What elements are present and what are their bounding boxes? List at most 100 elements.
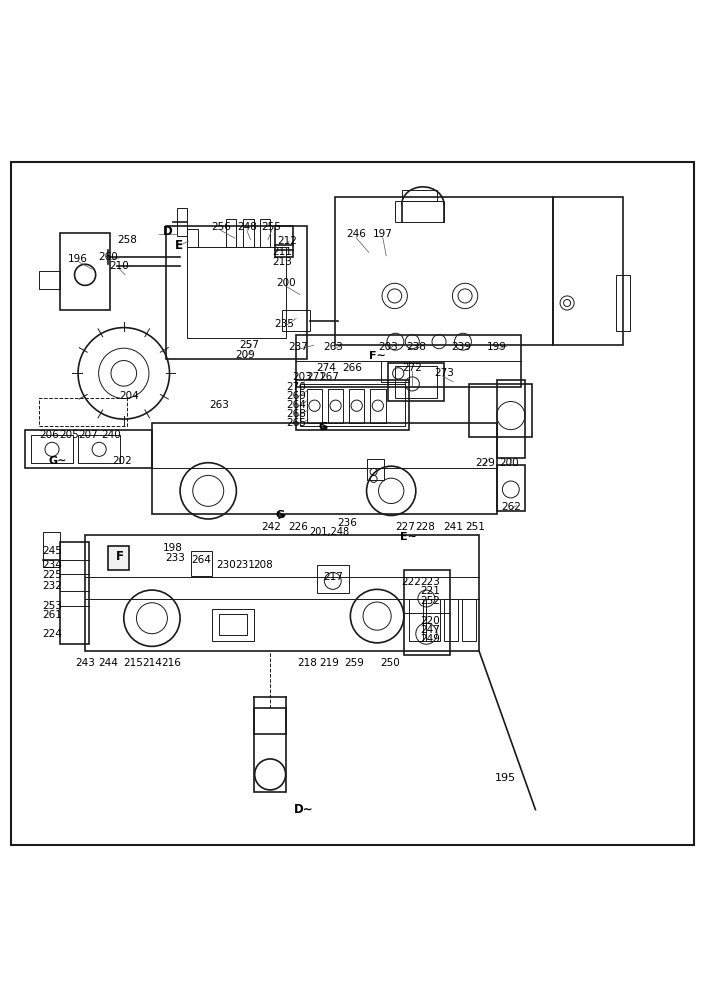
Bar [31, 435, 73, 463]
Text: 272: 272 [402, 363, 422, 373]
Bar [300, 384, 405, 426]
Bar [404, 570, 449, 655]
Text: 223: 223 [421, 577, 441, 587]
Bar [177, 208, 187, 236]
Text: 253: 253 [42, 601, 62, 611]
Text: 207: 207 [79, 430, 98, 440]
Text: 238: 238 [406, 342, 426, 352]
Bar [191, 551, 211, 576]
Text: G: G [318, 422, 328, 432]
Bar [166, 226, 307, 359]
Text: 264: 264 [286, 400, 306, 410]
Text: 248: 248 [237, 222, 257, 232]
Text: 208: 208 [253, 560, 273, 570]
Text: 252: 252 [421, 596, 441, 606]
Text: 227: 227 [395, 522, 415, 532]
Bar [497, 380, 525, 458]
Bar [307, 389, 323, 423]
Bar [409, 599, 423, 641]
Text: 215: 215 [124, 658, 144, 668]
Text: 256: 256 [211, 222, 231, 232]
Bar [497, 465, 525, 511]
Text: 235: 235 [274, 319, 294, 329]
Text: 268: 268 [286, 409, 306, 419]
Bar [244, 219, 254, 247]
Bar [402, 190, 437, 201]
Text: 197: 197 [373, 229, 393, 239]
Bar [187, 229, 198, 247]
Text: 201,248: 201,248 [309, 527, 350, 537]
Text: 196: 196 [68, 254, 88, 264]
Bar [61, 233, 110, 310]
Text: 237: 237 [288, 342, 308, 352]
Bar [461, 599, 476, 641]
Text: 263: 263 [209, 400, 229, 410]
Bar [187, 247, 286, 338]
Text: 269: 269 [286, 391, 306, 401]
Text: 230: 230 [216, 560, 236, 570]
Bar [394, 366, 437, 398]
Text: 219: 219 [319, 658, 339, 668]
Text: F∼: F∼ [369, 351, 385, 361]
Text: 209: 209 [236, 350, 256, 360]
Text: 242: 242 [261, 522, 281, 532]
Text: 233: 233 [165, 553, 185, 563]
Bar [335, 197, 553, 345]
Text: 274: 274 [317, 363, 336, 373]
Text: 231: 231 [235, 560, 255, 570]
Text: 203: 203 [292, 372, 312, 382]
Text: D∼: D∼ [293, 803, 313, 816]
Text: 271: 271 [306, 372, 326, 382]
Text: 213: 213 [272, 257, 292, 267]
Text: 198: 198 [163, 543, 183, 553]
Text: 245: 245 [42, 546, 62, 556]
Text: D: D [162, 225, 172, 238]
Text: 200: 200 [276, 278, 295, 288]
Bar [211, 609, 254, 641]
Text: 244: 244 [98, 658, 118, 668]
Bar [553, 197, 624, 345]
Text: 221: 221 [421, 586, 441, 596]
Text: 255: 255 [261, 222, 281, 232]
Bar [367, 459, 384, 480]
Text: 240: 240 [101, 430, 121, 440]
Bar [152, 423, 497, 514]
Bar [387, 363, 444, 401]
Text: 251: 251 [466, 522, 486, 532]
Text: 211: 211 [272, 247, 292, 257]
Text: G: G [276, 510, 285, 520]
Text: E∼: E∼ [400, 532, 417, 542]
Bar [381, 361, 409, 382]
Text: 250: 250 [380, 658, 399, 668]
Text: 273: 273 [434, 368, 454, 378]
Bar [296, 380, 409, 430]
Bar [226, 219, 236, 247]
Text: 261: 261 [42, 610, 62, 620]
Text: 224: 224 [42, 629, 62, 639]
Bar [426, 599, 441, 641]
Text: 270: 270 [286, 382, 306, 392]
Bar [394, 201, 444, 222]
Text: 246: 246 [346, 229, 366, 239]
Bar [468, 384, 532, 437]
Bar [219, 614, 247, 635]
Text: 217: 217 [323, 572, 343, 582]
Text: 220: 220 [421, 616, 441, 626]
Text: 225: 225 [42, 570, 62, 580]
Bar [39, 398, 127, 426]
Text: 216: 216 [162, 658, 182, 668]
Text: 258: 258 [117, 235, 137, 245]
Text: 206: 206 [39, 430, 59, 440]
Text: 267: 267 [319, 372, 339, 382]
Text: 249: 249 [421, 634, 441, 644]
Text: 265: 265 [286, 418, 306, 428]
Bar [85, 535, 479, 651]
Bar [370, 389, 386, 423]
Text: 212: 212 [277, 236, 297, 246]
Text: 241: 241 [443, 522, 463, 532]
Text: 205: 205 [59, 430, 79, 440]
Text: 232: 232 [42, 581, 62, 591]
Text: 222: 222 [401, 577, 421, 587]
Bar [43, 532, 61, 567]
Bar [26, 430, 152, 468]
